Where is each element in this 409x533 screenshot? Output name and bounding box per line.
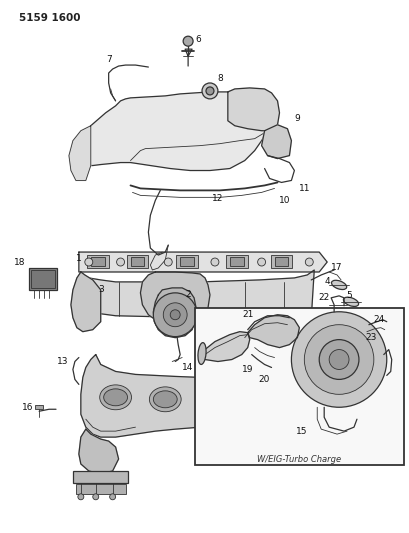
Bar: [180, 257, 193, 266]
Bar: [31, 270, 55, 288]
Bar: [274, 257, 288, 266]
Text: 21: 21: [241, 310, 253, 319]
Text: 20: 20: [257, 375, 269, 384]
Text: 23: 23: [364, 333, 375, 342]
Polygon shape: [261, 125, 291, 158]
Text: 2: 2: [185, 290, 191, 300]
Bar: [29, 268, 57, 290]
Text: 5159 1600: 5159 1600: [19, 13, 81, 23]
Circle shape: [291, 312, 386, 407]
Circle shape: [328, 350, 348, 369]
Bar: [225, 255, 247, 268]
Polygon shape: [79, 252, 326, 272]
Polygon shape: [227, 88, 279, 131]
Bar: [35, 405, 43, 409]
Text: 18: 18: [13, 257, 25, 266]
Bar: [195, 308, 402, 465]
Ellipse shape: [99, 385, 131, 410]
Text: 6: 6: [195, 35, 200, 44]
Circle shape: [116, 258, 124, 266]
Text: 14: 14: [182, 363, 193, 372]
Bar: [229, 257, 243, 266]
Polygon shape: [247, 315, 299, 348]
Text: 15: 15: [295, 426, 306, 435]
Circle shape: [164, 258, 172, 266]
Ellipse shape: [204, 390, 224, 404]
Circle shape: [85, 258, 92, 266]
Ellipse shape: [149, 387, 181, 411]
Text: 16: 16: [21, 403, 33, 412]
Circle shape: [78, 494, 83, 500]
Text: 13: 13: [57, 357, 69, 366]
Bar: [76, 484, 125, 494]
Text: 1: 1: [76, 254, 81, 263]
Ellipse shape: [343, 297, 358, 306]
Circle shape: [109, 494, 115, 500]
Text: W/EIG-Turbo Charge: W/EIG-Turbo Charge: [257, 455, 341, 464]
Text: 4: 4: [324, 277, 329, 286]
Circle shape: [257, 258, 265, 266]
Polygon shape: [83, 92, 274, 171]
Circle shape: [205, 87, 213, 95]
Circle shape: [153, 293, 197, 337]
Circle shape: [202, 83, 217, 99]
Text: 8: 8: [216, 75, 222, 84]
Ellipse shape: [331, 280, 346, 289]
Ellipse shape: [200, 386, 228, 408]
Bar: [126, 255, 148, 268]
Polygon shape: [81, 354, 267, 437]
Bar: [270, 255, 292, 268]
Text: 17: 17: [330, 263, 342, 272]
Bar: [130, 257, 144, 266]
Polygon shape: [200, 332, 249, 361]
Polygon shape: [81, 270, 313, 322]
Polygon shape: [79, 429, 118, 474]
Bar: [87, 255, 108, 268]
Circle shape: [92, 494, 99, 500]
Ellipse shape: [153, 391, 177, 408]
Text: 7: 7: [106, 54, 111, 63]
Polygon shape: [140, 272, 209, 322]
Ellipse shape: [103, 389, 127, 406]
Text: 12: 12: [212, 194, 223, 203]
Polygon shape: [153, 288, 196, 337]
Circle shape: [163, 303, 187, 327]
Bar: [73, 471, 127, 483]
Polygon shape: [69, 126, 90, 181]
Text: 19: 19: [241, 365, 253, 374]
Circle shape: [303, 325, 373, 394]
Circle shape: [305, 258, 312, 266]
Text: 11: 11: [298, 184, 309, 193]
Text: 9: 9: [294, 114, 299, 123]
Text: 24: 24: [372, 315, 384, 324]
Bar: [176, 255, 198, 268]
Circle shape: [183, 36, 193, 46]
Polygon shape: [71, 272, 101, 332]
Circle shape: [170, 310, 180, 320]
Text: 10: 10: [278, 196, 290, 205]
Text: 22: 22: [318, 293, 329, 302]
Ellipse shape: [198, 343, 206, 365]
Circle shape: [319, 340, 358, 379]
Text: 5: 5: [345, 292, 351, 301]
Circle shape: [211, 258, 218, 266]
Bar: [90, 257, 104, 266]
Text: 3: 3: [98, 285, 103, 294]
